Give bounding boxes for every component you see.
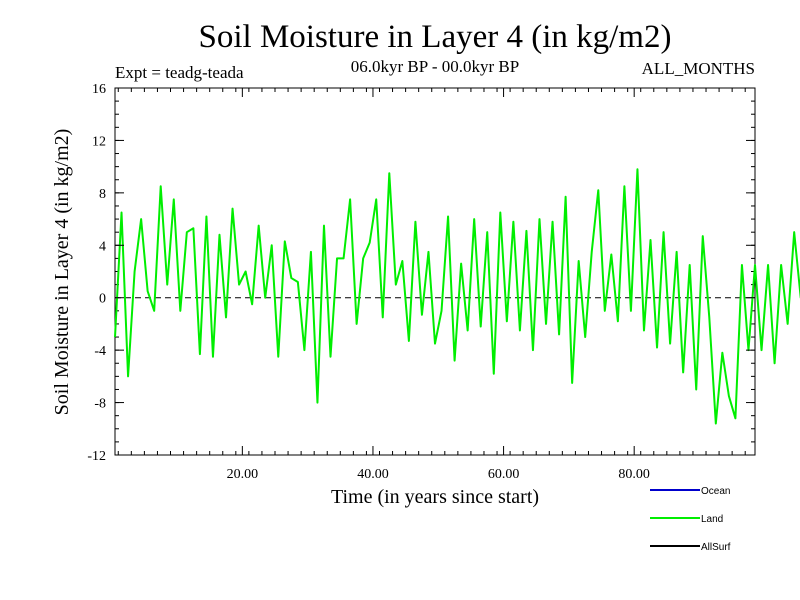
series-layer: [114, 168, 800, 425]
y-tick-label: 0: [99, 292, 106, 307]
legend-label-land: Land: [701, 514, 723, 525]
x-tick-label: 80.00: [618, 467, 650, 482]
y-tick-label: 4: [99, 239, 106, 254]
legend-label-ocean: Ocean: [701, 486, 730, 497]
x-tick-label: 40.00: [357, 467, 389, 482]
plot-frame: [114, 87, 756, 456]
axis-minor-ticks: [115, 87, 755, 456]
x-axis-label: Time (in years since start): [331, 486, 539, 508]
axis-ticks: -12 -8 -4 0 4 8 12 16 20.00 40.00 60.00 80.00: [87, 82, 755, 482]
y-tick-label: -4: [94, 344, 106, 359]
chart-title: Soil Moisture in Layer 4 (in kg/m2): [199, 19, 672, 55]
chart-experiment: Expt = teadg-teada: [115, 63, 244, 82]
y-axis-label: Soil Moisture in Layer 4 (in kg/m2): [51, 129, 73, 416]
y-tick-label: 16: [92, 82, 106, 97]
chart-period: ALL_MONTHS: [642, 59, 755, 78]
y-tick-label: -12: [87, 449, 106, 464]
x-tick-label: 60.00: [488, 467, 520, 482]
legend-label-allsurf: AllSurf: [701, 542, 731, 553]
chart-subtitle: 06.0kyr BP - 00.0kyr BP: [351, 57, 519, 76]
legend: Ocean Land AllSurf: [650, 486, 731, 553]
y-tick-label: 8: [99, 187, 106, 202]
x-tick-label: 20.00: [227, 467, 259, 482]
y-tick-label: -8: [94, 397, 106, 412]
series-line-land: [114, 168, 800, 425]
y-tick-label: 12: [92, 134, 106, 149]
